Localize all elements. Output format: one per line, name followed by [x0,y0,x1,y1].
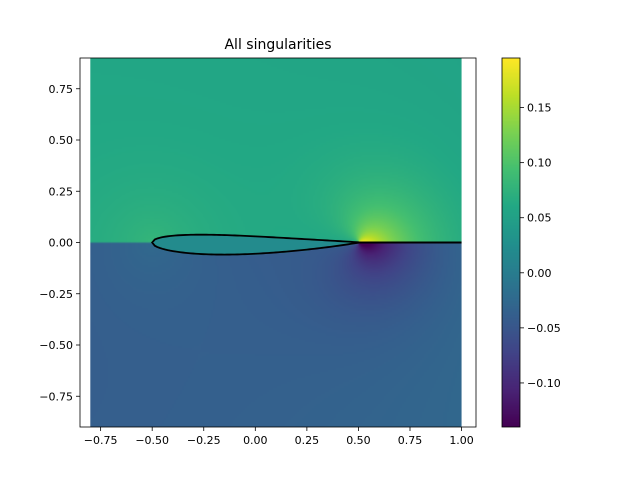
x-axis: −0.75 −0.50 −0.25 0.00 0.25 0.50 0.75 1.00 [84,427,474,447]
y-axis: −0.75 −0.50 −0.25 0.00 0.25 0.50 0.75 [39,83,80,403]
x-tick-label: 0.75 [398,434,423,447]
y-tick-label: −0.50 [39,339,73,352]
y-tick-label: 0.50 [49,134,74,147]
y-tick-label: 0.25 [49,185,74,198]
x-tick-label: −0.75 [84,434,118,447]
colorbar: −0.10 −0.05 0.00 0.05 0.10 0.15 [501,57,561,428]
colorbar-ticks: −0.10 −0.05 0.00 0.05 0.10 0.15 [520,102,561,390]
colorbar-gradient [502,58,520,427]
colorbar-frame [501,57,521,428]
x-tick-label: 0.00 [243,434,268,447]
colorbar-tick-label: 0.10 [527,157,552,170]
airfoil-outline [151,233,360,256]
colorbar-tick-label: −0.10 [527,377,561,390]
colorbar-tick-label: 0.00 [527,267,552,280]
x-tick-label: 0.50 [346,434,371,447]
x-tick-label: −0.25 [187,434,221,447]
y-tick-label: 0.75 [49,83,74,96]
colorbar-tick-label: 0.05 [527,212,552,225]
plot-area [79,57,477,428]
y-tick-label: −0.25 [39,288,73,301]
y-tick-label: 0.00 [49,237,74,250]
colorbar-tick-label: 0.15 [527,102,552,115]
x-tick-label: −0.50 [135,434,169,447]
x-tick-label: 1.00 [449,434,474,447]
x-tick-label: 0.25 [295,434,320,447]
chart-title: All singularities [224,37,331,53]
colorbar-tick-label: −0.05 [527,322,561,335]
y-tick-label: −0.75 [39,390,73,403]
